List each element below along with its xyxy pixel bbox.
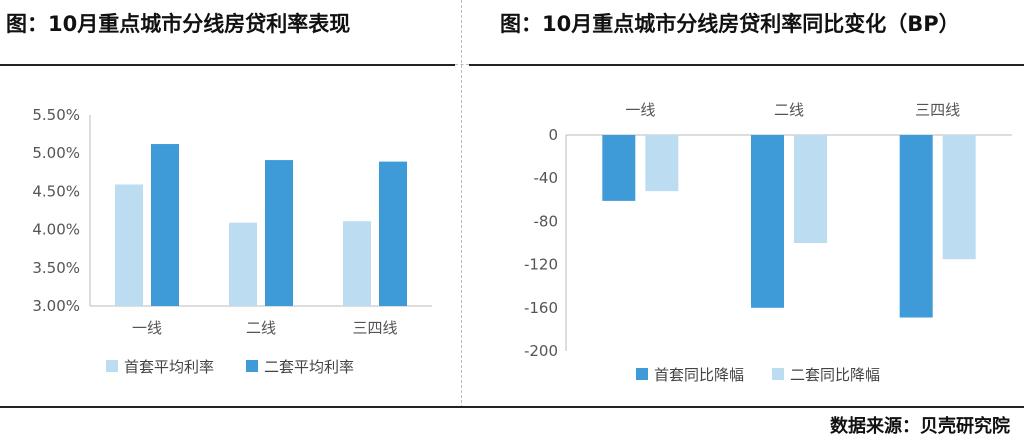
legend-label: 首套平均利率: [124, 358, 214, 376]
y-tick-label: 4.50%: [32, 182, 80, 200]
x-tick-label: 二线: [246, 319, 276, 337]
bar-second-2: [942, 135, 976, 260]
left-title-rule: [0, 64, 455, 66]
x-tick-label: 一线: [625, 101, 655, 119]
y-tick-label: 3.00%: [32, 297, 80, 315]
panel-divider: [461, 0, 462, 408]
bottom-rule: [0, 406, 1024, 408]
x-tick-label: 三四线: [915, 101, 960, 119]
left-chart-title: 图：10月重点城市分线房贷利率表现: [6, 12, 351, 36]
bar-second-1: [794, 135, 827, 243]
bar-second-1: [265, 160, 293, 306]
right-title-rule: [469, 64, 1024, 66]
legend-swatch: [636, 368, 648, 380]
bar-first-2: [899, 135, 933, 318]
bar-first-1: [751, 135, 784, 308]
data-source: 数据来源：贝壳研究院: [830, 416, 1010, 437]
legend-swatch: [106, 360, 118, 372]
y-tick-label: 5.50%: [32, 106, 80, 124]
bar-second-2: [379, 161, 407, 306]
y-tick-label: -40: [534, 169, 559, 187]
left-bar-chart: 3.00% 3.50% 4.00% 4.50% 5.00% 5.50% 一线 二线 三四线首套平…: [32, 106, 432, 376]
bar-second-0: [645, 135, 679, 192]
legend-label: 首套同比降幅: [654, 366, 744, 384]
bar-first-0: [115, 184, 143, 306]
bar-first-2: [343, 221, 371, 306]
bar-first-1: [229, 222, 257, 306]
legend-label: 二套同比降幅: [790, 366, 880, 384]
y-tick-label: -160: [524, 299, 558, 317]
y-tick-label: 4.00%: [32, 221, 80, 239]
y-tick-label: -200: [524, 342, 558, 360]
y-tick-label: 0: [548, 126, 558, 144]
bar-second-0: [151, 144, 179, 306]
y-tick-label: -120: [524, 256, 558, 274]
bar-first-0: [602, 135, 636, 201]
legend-swatch: [246, 360, 258, 372]
right-chart-title: 图：10月重点城市分线房贷利率同比变化（BP）: [500, 12, 960, 36]
divider-gap: [455, 64, 469, 65]
y-tick-label: 3.50%: [32, 259, 80, 277]
x-tick-label: 一线: [132, 319, 162, 337]
y-tick-label: -80: [534, 212, 559, 230]
x-tick-label: 二线: [774, 101, 804, 119]
x-tick-label: 三四线: [352, 319, 397, 337]
legend-label: 二套平均利率: [264, 358, 354, 376]
y-tick-label: 5.00%: [32, 144, 80, 162]
legend-swatch: [772, 368, 784, 380]
